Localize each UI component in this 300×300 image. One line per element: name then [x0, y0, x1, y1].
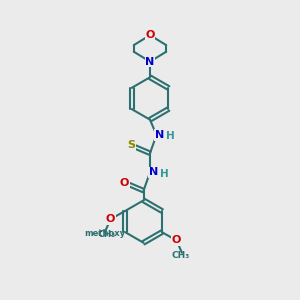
Text: S: S	[127, 140, 135, 150]
Text: CH₃: CH₃	[171, 251, 190, 260]
Text: O: O	[106, 214, 115, 224]
Text: O: O	[120, 178, 129, 188]
Text: O: O	[172, 236, 181, 245]
Text: N: N	[155, 130, 164, 140]
Text: H: H	[160, 169, 169, 178]
Text: N: N	[149, 167, 158, 177]
Text: H: H	[166, 131, 175, 141]
Text: O: O	[145, 30, 155, 40]
Text: methoxy: methoxy	[85, 229, 126, 238]
Text: N: N	[146, 57, 154, 67]
Text: CH₃: CH₃	[98, 230, 116, 239]
